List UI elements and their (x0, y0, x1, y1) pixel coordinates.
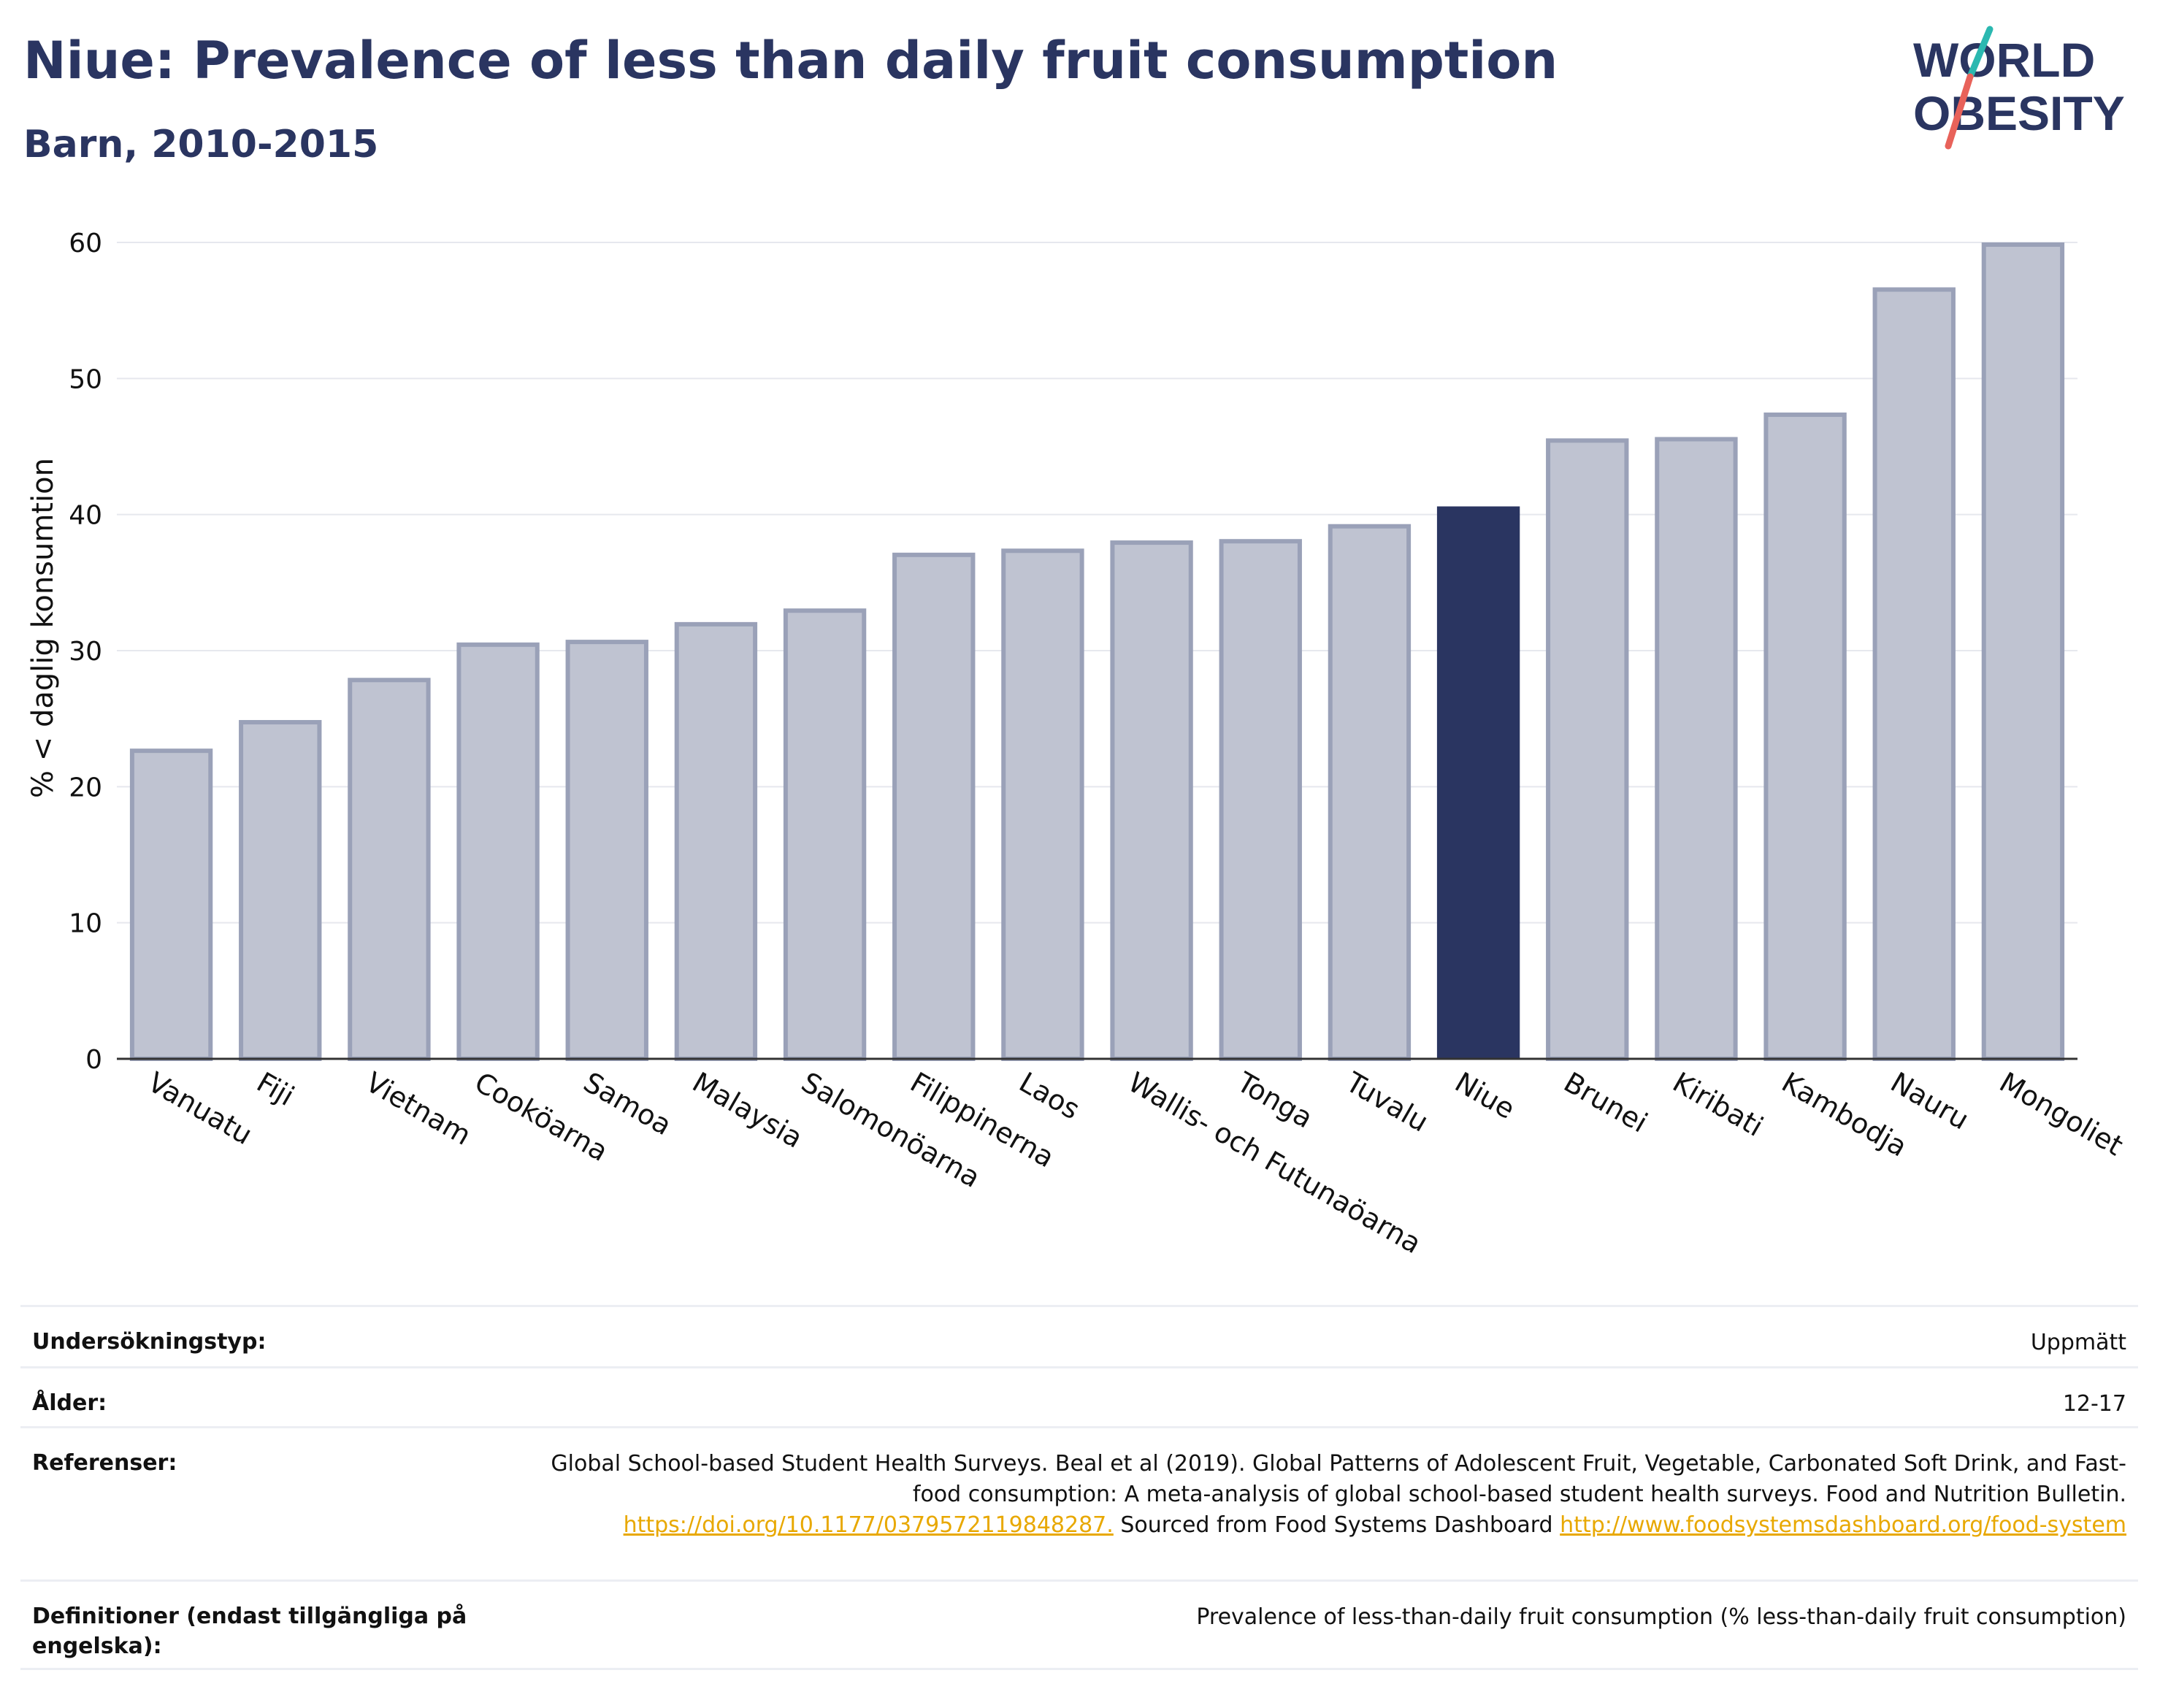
y-tick-label: 0 (85, 1045, 102, 1075)
x-tick-label: Vietnam (360, 1066, 476, 1152)
bar-wallis-och-futunaöarna (1110, 540, 1193, 1061)
x-tick-label: Fiji (251, 1066, 299, 1112)
x-tick-label: Tonga (1231, 1065, 1318, 1134)
bar-filippinerna (892, 552, 976, 1061)
references-text-2: Sourced from Food Systems Dashboard (1120, 1512, 1553, 1538)
survey-type-value: Uppmätt (2030, 1330, 2126, 1355)
bar-mongoliet (1981, 242, 2065, 1061)
chart-title: Niue: Prevalence of less than daily frui… (23, 31, 1558, 91)
bar-vietnam (348, 678, 431, 1061)
bar-malaysia (674, 621, 758, 1061)
definitions-value: Prevalence of less-than-daily fruit cons… (1196, 1604, 2126, 1630)
info-row-references: Referenser: Global School-based Student … (20, 1426, 2138, 1579)
references-doi-link[interactable]: https://doi.org/10.1177/0379572119848287… (623, 1512, 1114, 1538)
info-row-survey-type: Undersökningstyp: Uppmätt (20, 1305, 2138, 1366)
y-tick-label: 10 (69, 909, 102, 939)
x-tick-label: Kiribati (1667, 1066, 1769, 1143)
y-tick-label: 50 (69, 364, 102, 394)
y-axis: 0 10 20 30 40 50 60 (69, 229, 102, 1075)
bar-fiji (239, 720, 322, 1062)
x-tick-label: Nauru (1885, 1066, 1975, 1136)
bar-brunei (1546, 438, 1629, 1061)
x-tick-label: Malaysia (687, 1066, 808, 1154)
bar-cookö-arna (456, 642, 540, 1061)
bar-kambodja (1763, 412, 1847, 1061)
grid-layer (117, 242, 2077, 924)
bar-kiribati (1655, 437, 1738, 1061)
x-tick-label: Mongoliet (1994, 1066, 2129, 1163)
logo-line2: OBESITY (1913, 86, 2125, 140)
x-tick-label: Tuvalu (1340, 1065, 1433, 1138)
bar-salomonöarna (783, 608, 867, 1061)
survey-type-label: Undersökningstyp: (32, 1329, 267, 1355)
references-value: Global School-based Student Health Surve… (520, 1449, 2126, 1541)
age-value: 12-17 (2062, 1391, 2126, 1417)
bar-vanuatu (129, 748, 213, 1062)
references-dashboard-link[interactable]: http://www.foodsystemsdashboard.org/food… (1560, 1512, 2126, 1538)
y-tick-label: 60 (69, 229, 102, 259)
info-table: Undersökningstyp: Uppmätt Ålder: 12-17 R… (20, 1305, 2138, 1670)
info-row-definitions: Definitioner (endast tillgängliga på eng… (20, 1579, 2138, 1670)
y-tick-label: 20 (69, 773, 102, 803)
bar-niue (1436, 506, 1520, 1059)
bar-nauru (1872, 287, 1956, 1061)
age-label: Ålder: (32, 1390, 107, 1416)
x-tick-label: Vanuatu (142, 1066, 258, 1151)
bars-layer (129, 242, 2065, 1062)
x-tick-label: Brunei (1558, 1066, 1652, 1139)
definitions-label: Definitioner (endast tillgängliga på eng… (32, 1604, 467, 1659)
bar-laos (1001, 548, 1084, 1061)
y-axis-label: % < daglig konsumtion (26, 458, 60, 798)
world-obesity-logo: WORLD OBESITY (1913, 26, 2125, 150)
y-tick-label: 40 (69, 501, 102, 531)
chart-subtitle: Barn, 2010-2015 (23, 123, 379, 166)
logo-line1: WORLD (1913, 33, 2095, 87)
info-row-age: Ålder: 12-17 (20, 1366, 2138, 1426)
x-tick-label: Kambodja (1777, 1066, 1912, 1163)
bar-tonga (1219, 539, 1302, 1061)
references-text-1: Global School-based Student Health Surve… (551, 1451, 2126, 1507)
x-tick-label: Laos (1014, 1066, 1085, 1126)
references-label: Referenser: (32, 1450, 177, 1476)
bar-tuvalu (1328, 524, 1412, 1061)
x-tick-label: Niue (1449, 1066, 1520, 1125)
x-tick-label: Salomonöarna (796, 1066, 986, 1194)
y-tick-label: 30 (69, 637, 102, 667)
bar-samoa (565, 640, 648, 1061)
